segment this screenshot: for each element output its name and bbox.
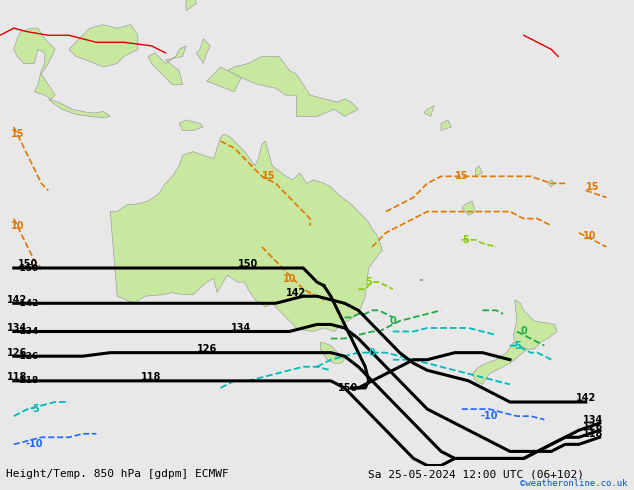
Text: –118–: –118– <box>16 376 44 385</box>
Text: –150–: –150– <box>16 264 44 272</box>
Polygon shape <box>179 120 204 130</box>
Text: 134: 134 <box>583 415 603 425</box>
Text: -5: -5 <box>29 404 40 414</box>
Text: 150: 150 <box>338 383 358 393</box>
Text: Sa 25-05-2024 12:00 UTC (06+102): Sa 25-05-2024 12:00 UTC (06+102) <box>368 469 584 479</box>
Text: 10: 10 <box>583 231 596 241</box>
Text: 150: 150 <box>238 260 258 270</box>
Text: 134: 134 <box>7 323 27 333</box>
Polygon shape <box>69 24 138 67</box>
Text: 15: 15 <box>11 129 24 139</box>
Text: 126: 126 <box>7 347 27 358</box>
Text: 10: 10 <box>283 273 296 284</box>
Text: -10: -10 <box>481 411 498 421</box>
Polygon shape <box>424 106 434 116</box>
Text: 118: 118 <box>141 372 162 382</box>
Text: 142: 142 <box>576 393 596 403</box>
Polygon shape <box>186 0 197 11</box>
Text: -10: -10 <box>26 440 43 449</box>
Text: 10: 10 <box>11 220 24 231</box>
Text: 0: 0 <box>369 347 375 358</box>
Polygon shape <box>320 342 344 363</box>
Polygon shape <box>110 134 382 332</box>
Text: 0: 0 <box>389 316 396 326</box>
Polygon shape <box>197 39 210 64</box>
Text: ©weatheronline.co.uk: ©weatheronline.co.uk <box>520 479 628 488</box>
Text: 118: 118 <box>7 372 27 382</box>
Text: -5: -5 <box>512 341 522 351</box>
Text: 150: 150 <box>18 260 37 270</box>
Polygon shape <box>207 67 241 92</box>
Text: 15: 15 <box>586 182 599 192</box>
Text: 142: 142 <box>286 288 306 298</box>
Text: –126–: –126– <box>16 352 44 361</box>
Text: –134–: –134– <box>16 327 44 336</box>
Text: 126: 126 <box>197 344 217 354</box>
Polygon shape <box>148 46 186 85</box>
Polygon shape <box>228 56 358 116</box>
Polygon shape <box>476 166 482 176</box>
Polygon shape <box>472 342 527 384</box>
Polygon shape <box>462 201 476 215</box>
Text: –142–: –142– <box>16 299 44 308</box>
Polygon shape <box>14 28 55 99</box>
Polygon shape <box>514 300 557 349</box>
Polygon shape <box>548 180 555 187</box>
Text: Height/Temp. 850 hPa [gdpm] ECMWF: Height/Temp. 850 hPa [gdpm] ECMWF <box>6 469 229 479</box>
Text: 126: 126 <box>583 422 603 432</box>
Polygon shape <box>441 120 451 130</box>
Text: 5: 5 <box>365 277 372 287</box>
Polygon shape <box>420 279 422 280</box>
Text: 5: 5 <box>462 235 469 245</box>
Polygon shape <box>48 99 110 118</box>
Text: 134: 134 <box>231 323 251 333</box>
Text: 15: 15 <box>455 172 469 181</box>
Text: 142: 142 <box>7 295 27 305</box>
Text: 118: 118 <box>583 429 603 439</box>
Text: 0: 0 <box>521 326 527 337</box>
Text: 15: 15 <box>262 172 276 181</box>
